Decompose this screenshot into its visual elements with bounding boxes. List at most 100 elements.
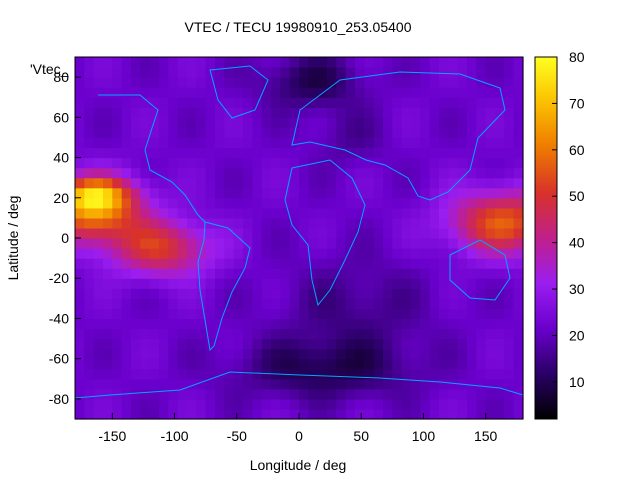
heatmap-cell bbox=[401, 278, 412, 289]
heatmap-cell bbox=[215, 388, 225, 400]
heatmap-cell bbox=[495, 177, 505, 189]
heatmap-cell bbox=[308, 87, 319, 98]
heatmap-cell bbox=[168, 368, 179, 380]
heatmap-cell bbox=[383, 107, 393, 118]
heatmap-cell bbox=[177, 167, 188, 179]
heatmap-cell bbox=[205, 338, 216, 350]
heatmap-cell bbox=[504, 117, 515, 128]
heatmap-cell bbox=[429, 258, 440, 269]
heatmap-cell bbox=[140, 368, 151, 380]
heatmap-cell bbox=[457, 197, 468, 209]
heatmap-cell bbox=[336, 187, 347, 199]
heatmap-cell bbox=[215, 408, 225, 420]
heatmap-cell bbox=[159, 328, 169, 340]
heatmap-cell bbox=[103, 248, 113, 259]
heatmap-cell bbox=[327, 137, 337, 149]
heatmap-cell bbox=[224, 288, 235, 299]
heatmap-cell bbox=[476, 338, 487, 350]
heatmap-cell bbox=[205, 157, 216, 169]
heatmap-cell bbox=[392, 167, 403, 179]
heatmap-cell bbox=[112, 348, 123, 360]
heatmap-cell bbox=[485, 137, 496, 149]
heatmap-cell bbox=[457, 97, 468, 108]
heatmap-cell bbox=[383, 127, 393, 139]
heatmap-cell bbox=[504, 408, 515, 420]
heatmap-cell bbox=[345, 107, 356, 118]
heatmap-cell bbox=[261, 197, 272, 209]
heatmap-cell bbox=[467, 348, 477, 360]
heatmap-cell bbox=[345, 227, 356, 239]
heatmap-cell bbox=[467, 147, 477, 159]
heatmap-cell bbox=[308, 318, 319, 330]
heatmap-cell bbox=[168, 107, 179, 118]
heatmap-cell bbox=[224, 238, 235, 249]
heatmap-cell bbox=[149, 207, 160, 219]
heatmap-cell bbox=[243, 77, 253, 88]
heatmap-cell bbox=[205, 97, 216, 108]
heatmap-cell bbox=[159, 117, 169, 128]
heatmap-cell bbox=[392, 348, 403, 360]
heatmap-cell bbox=[364, 187, 375, 199]
heatmap-cell bbox=[495, 378, 505, 390]
heatmap-cell bbox=[420, 398, 431, 410]
heatmap-cell bbox=[364, 137, 375, 149]
heatmap-cell bbox=[392, 278, 403, 289]
heatmap-cell bbox=[168, 127, 179, 139]
heatmap-cell bbox=[513, 268, 524, 279]
heatmap-cell bbox=[75, 328, 85, 340]
heatmap-cell bbox=[177, 288, 188, 299]
heatmap-cell bbox=[457, 408, 468, 420]
heatmap-cell bbox=[233, 338, 244, 350]
heatmap-cell bbox=[187, 187, 197, 199]
heatmap-cell bbox=[336, 238, 347, 249]
heatmap-cell bbox=[401, 187, 412, 199]
heatmap-cell bbox=[93, 378, 104, 390]
heatmap-cell bbox=[457, 117, 468, 128]
heatmap-cell bbox=[308, 288, 319, 299]
heatmap-cell bbox=[383, 177, 393, 189]
heatmap-cell bbox=[243, 117, 253, 128]
heatmap-cell bbox=[224, 197, 235, 209]
heatmap-cell bbox=[476, 227, 487, 239]
heatmap-cell bbox=[149, 388, 160, 400]
heatmap-cell bbox=[504, 177, 515, 189]
heatmap-cell bbox=[327, 388, 337, 400]
heatmap-cell bbox=[224, 328, 235, 340]
heatmap-cell bbox=[345, 238, 356, 249]
heatmap-cell bbox=[392, 318, 403, 330]
heatmap-cell bbox=[336, 227, 347, 239]
heatmap-cell bbox=[243, 398, 253, 410]
heatmap-cell bbox=[476, 207, 487, 219]
heatmap-cell bbox=[177, 157, 188, 169]
heatmap-cell bbox=[271, 338, 281, 350]
heatmap-cell bbox=[364, 77, 375, 88]
heatmap-cell bbox=[252, 217, 263, 229]
heatmap-cell bbox=[121, 398, 132, 410]
heatmap-cell bbox=[205, 348, 216, 360]
heatmap-cell bbox=[411, 378, 421, 390]
heatmap-cell bbox=[317, 368, 328, 380]
heatmap-cell bbox=[177, 227, 188, 239]
heatmap-cell bbox=[75, 207, 85, 219]
heatmap-cell bbox=[373, 87, 384, 98]
heatmap-cell bbox=[383, 288, 393, 299]
heatmap-cell bbox=[383, 248, 393, 259]
heatmap-cell bbox=[75, 67, 85, 78]
heatmap-cell bbox=[439, 197, 449, 209]
heatmap-cell bbox=[93, 398, 104, 410]
heatmap-cell bbox=[121, 368, 132, 380]
heatmap-cell bbox=[75, 77, 85, 88]
heatmap-cell bbox=[345, 348, 356, 360]
y-tick-label: 40 bbox=[53, 150, 69, 166]
heatmap-cell bbox=[364, 278, 375, 289]
heatmap-cell bbox=[131, 117, 141, 128]
heatmap-cell bbox=[383, 157, 393, 169]
heatmap-cell bbox=[177, 137, 188, 149]
x-tick-label: 150 bbox=[474, 428, 498, 444]
heatmap-cell bbox=[457, 298, 468, 309]
heatmap-cell bbox=[476, 318, 487, 330]
heatmap-cell bbox=[271, 227, 281, 239]
heatmap-cell bbox=[168, 348, 179, 360]
heatmap-cell bbox=[140, 378, 151, 390]
